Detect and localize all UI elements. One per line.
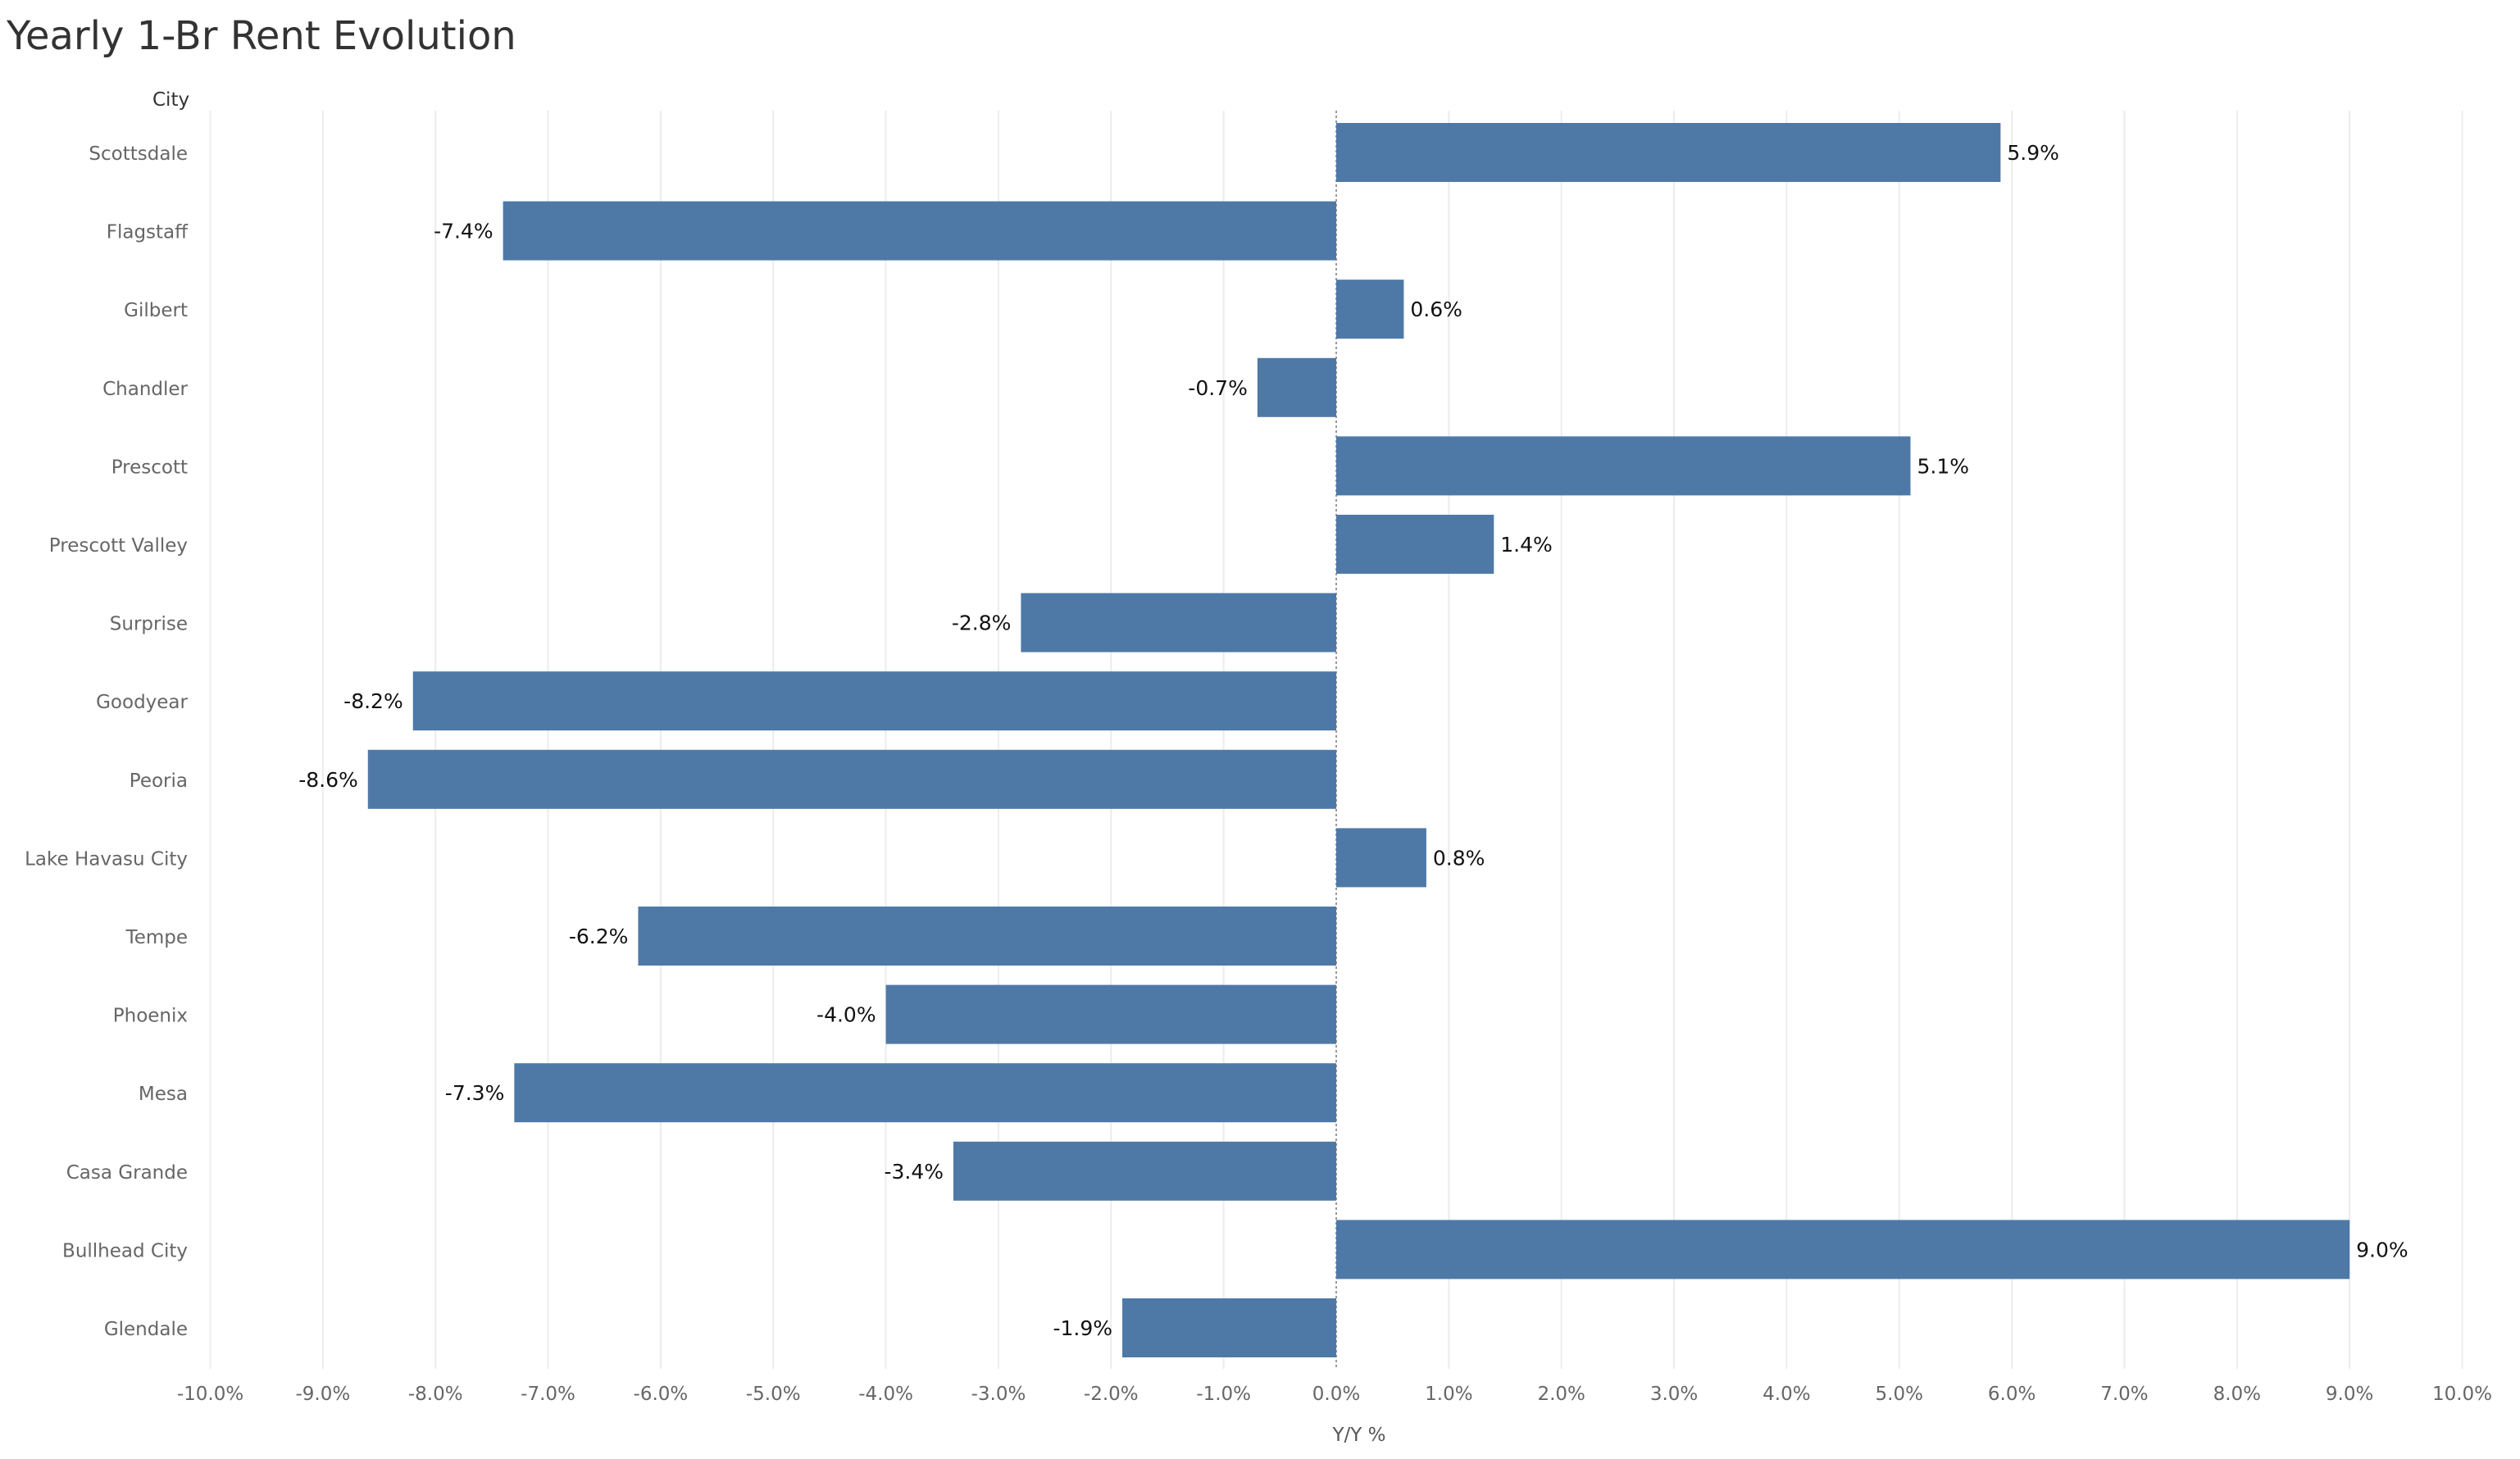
x-tick-label: -9.0%: [295, 1384, 350, 1405]
data-label: 5.1%: [1917, 454, 1969, 478]
category-label: Surprise: [110, 614, 188, 635]
category-label: Flagstaff: [107, 222, 189, 243]
x-tick-label: 3.0%: [1650, 1384, 1698, 1405]
bars: [367, 123, 2350, 1357]
data-label: 1.4%: [1500, 533, 1553, 557]
x-tick-label: 10.0%: [2432, 1384, 2492, 1405]
data-label: -2.8%: [952, 611, 1012, 635]
category-label: Goodyear: [96, 692, 188, 713]
category-label: Bullhead City: [62, 1240, 188, 1261]
x-tick-label: -8.0%: [408, 1384, 463, 1405]
category-labels: Scottsdale Flagstaff Gilbert Chandler Presco…: [25, 143, 189, 1340]
x-tick-label: 1.0%: [1425, 1384, 1472, 1405]
x-tick-label: -4.0%: [858, 1384, 913, 1405]
row-header: City: [152, 89, 189, 111]
bar: [514, 1063, 1336, 1123]
x-tick-label: -10.0%: [177, 1384, 243, 1405]
x-tick-label: 7.0%: [2100, 1384, 2148, 1405]
bar: [953, 1141, 1336, 1201]
category-label: Tempe: [125, 927, 188, 948]
data-label: -3.4%: [884, 1160, 944, 1184]
category-label: Chandler: [102, 379, 188, 400]
data-label: 0.6%: [1410, 298, 1462, 321]
x-tick-label: 0.0%: [1312, 1384, 1360, 1405]
x-tick-label: 8.0%: [2213, 1384, 2261, 1405]
x-tick-label: 2.0%: [1537, 1384, 1585, 1405]
x-tick-label: -1.0%: [1196, 1384, 1251, 1405]
x-tick-label: 6.0%: [1988, 1384, 2036, 1405]
data-label: -1.9%: [1053, 1316, 1112, 1340]
category-label: Mesa: [139, 1084, 188, 1105]
category-label: Lake Havasu City: [25, 848, 188, 870]
bar: [1336, 123, 2001, 182]
category-label: Scottsdale: [89, 143, 188, 165]
bar: [1021, 593, 1336, 652]
data-label: 0.8%: [1433, 846, 1485, 870]
bar: [1336, 280, 1404, 339]
bar: [885, 984, 1336, 1044]
bar: [1257, 357, 1336, 417]
data-label: -6.2%: [569, 925, 629, 948]
category-label: Glendale: [104, 1319, 188, 1340]
bar: [1122, 1298, 1336, 1357]
x-axis-ticks: -10.0% -9.0% -8.0% -7.0% -6.0% -5.0% -4.0% -3.0…: [177, 1384, 2492, 1405]
category-label: Phoenix: [113, 1006, 188, 1027]
x-tick-label: -7.0%: [521, 1384, 575, 1405]
x-tick-label: 9.0%: [2326, 1384, 2373, 1405]
x-tick-label: -2.0%: [1084, 1384, 1139, 1405]
bar: [1336, 1220, 2350, 1279]
data-label: -4.0%: [816, 1003, 876, 1027]
data-label: -0.7%: [1188, 376, 1248, 400]
category-label: Casa Grande: [66, 1162, 188, 1184]
x-tick-label: -3.0%: [971, 1384, 1026, 1405]
data-label: -7.4%: [434, 220, 494, 243]
chart-title: Yearly 1-Br Rent Evolution: [7, 13, 516, 59]
bar: [367, 749, 1336, 809]
category-label: Peoria: [130, 770, 188, 792]
data-label: -7.3%: [445, 1081, 505, 1105]
x-tick-label: 5.0%: [1876, 1384, 1923, 1405]
data-labels: 5.9% -7.4% 0.6% -0.7% 5.1% 1.4% -2.8% -8.2% -8.6…: [298, 141, 2408, 1340]
x-tick-label: 4.0%: [1763, 1384, 1810, 1405]
data-label: 9.0%: [2356, 1238, 2409, 1261]
data-label: -8.6%: [298, 768, 358, 792]
bar: [1336, 828, 1426, 888]
data-label: 5.9%: [2007, 141, 2059, 165]
bar: [638, 907, 1336, 966]
category-label: Gilbert: [124, 300, 188, 321]
bar: [503, 201, 1336, 261]
grid-lines: [209, 111, 2463, 1369]
bar: [1336, 515, 1494, 574]
data-label: -8.2%: [343, 689, 403, 713]
bar: [412, 671, 1337, 731]
category-label: Prescott: [111, 457, 188, 478]
x-tick-label: -5.0%: [746, 1384, 801, 1405]
x-tick-label: -6.0%: [634, 1384, 689, 1405]
bar: [1336, 436, 1911, 496]
x-axis-title: Y/Y %: [1331, 1425, 1385, 1446]
category-label: Prescott Valley: [49, 535, 188, 557]
